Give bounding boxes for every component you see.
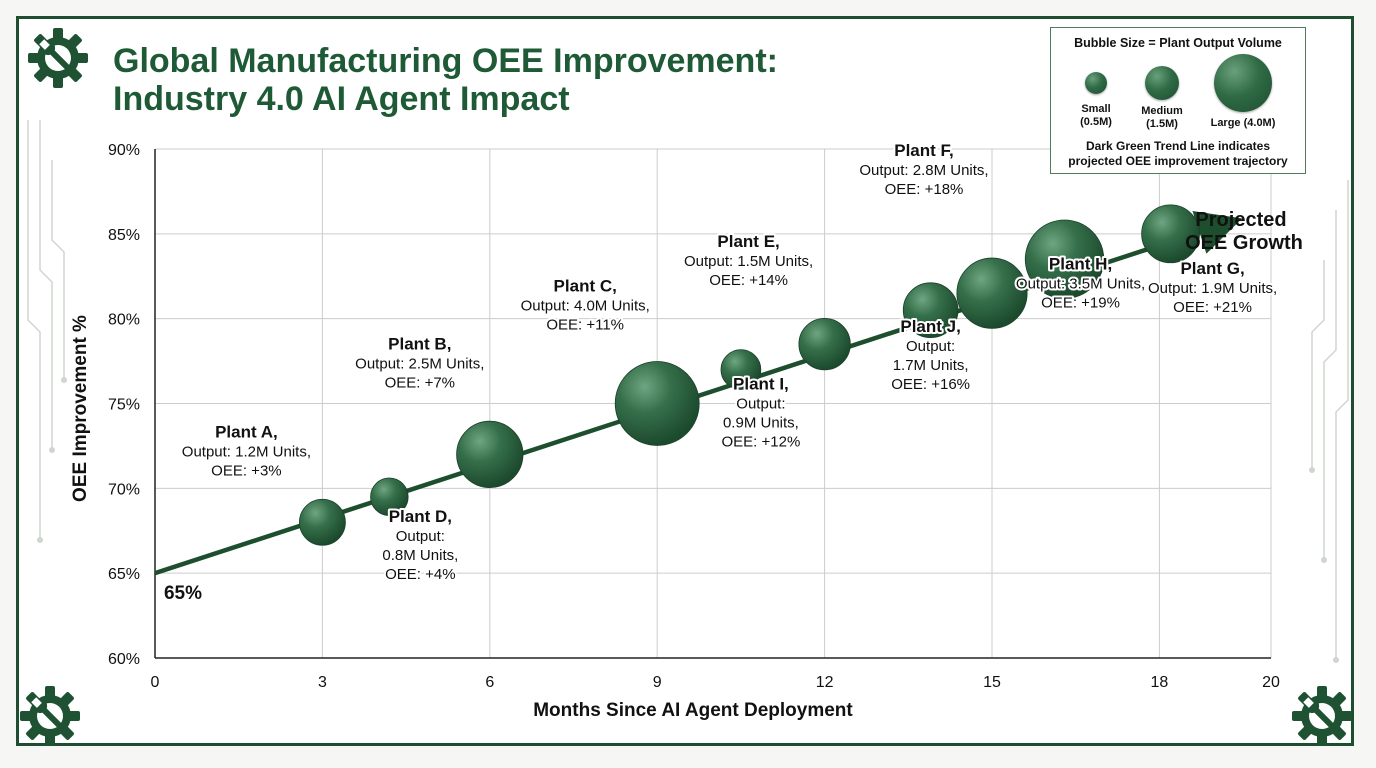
bubble xyxy=(298,498,346,546)
y-tick-label: 80% xyxy=(108,312,140,329)
data-label-detail: OEE: +11% xyxy=(546,317,624,334)
data-label: Plant J, Output: 1.7M Units, OEE: +16% xyxy=(889,315,972,395)
data-label-name: Plant C, xyxy=(554,277,617,296)
legend-small-value: (0.5M) xyxy=(1080,116,1112,128)
data-label-detail: OEE: +12% xyxy=(722,434,801,451)
x-tick-label: 15 xyxy=(983,674,1001,691)
legend-title: Bubble Size = Plant Output Volume xyxy=(1074,36,1282,50)
data-label-name: Plant F, xyxy=(894,141,954,160)
legend-note-line-2: projected OEE improvement trajectory xyxy=(1068,154,1288,168)
y-tick-label: 70% xyxy=(108,481,140,498)
data-label-name: Plant G, xyxy=(1180,259,1244,278)
data-label-detail: OEE: +7% xyxy=(385,374,455,391)
y-axis-title: OEE Improvement % xyxy=(70,315,91,502)
data-label-detail: Output: 1.2M Units, xyxy=(182,443,311,460)
x-tick-label: 6 xyxy=(485,674,494,691)
legend-medium-value: (1.5M) xyxy=(1146,118,1178,130)
data-label: Plant D, Output: 0.8M Units, OEE: +4% xyxy=(380,505,460,585)
y-tick-label: 85% xyxy=(108,227,140,244)
data-label-detail: OEE: +3% xyxy=(211,462,281,479)
x-axis-title: Months Since AI Agent Deployment xyxy=(533,700,853,721)
data-label-detail: 0.9M Units, xyxy=(723,415,799,432)
legend-large-label: Large (4.0M) xyxy=(1210,117,1276,129)
data-label-detail: Output: xyxy=(906,338,955,355)
axes: 0 3 6 9 12 15 18 20 60% 65% 70% 75% 80% 85% 90% Months … xyxy=(70,142,1280,721)
bubble xyxy=(456,420,524,489)
data-label-name: Plant H, xyxy=(1049,254,1112,273)
bubble xyxy=(720,349,762,390)
legend-item-medium: Medium (1.5M) xyxy=(1132,105,1192,131)
data-label-detail: 0.8M Units, xyxy=(382,547,458,564)
title-line-1: Global Manufacturing OEE Improvement: xyxy=(113,42,778,80)
legend-small-label: Small xyxy=(1081,103,1111,115)
legend-ball-small xyxy=(1085,72,1107,94)
legend-medium-label: Medium xyxy=(1141,105,1183,117)
data-label-detail: OEE: +21% xyxy=(1173,299,1252,316)
data-labels: Plant A,Output: 1.2M Units,OEE: +3%Plant… xyxy=(164,139,1303,604)
legend-ball-large xyxy=(1214,54,1272,112)
data-label: Plant H, Output: 3.5M Units, OEE: +19% xyxy=(1014,252,1147,313)
legend-note-line-1: Dark Green Trend Line indicates xyxy=(1085,139,1271,153)
data-label-detail: Output: 1.9M Units, xyxy=(1148,280,1277,297)
data-label: Plant G, Output: 1.9M Units, OEE: +21% xyxy=(1146,257,1279,318)
bubble xyxy=(370,477,409,516)
y-tick-label: 75% xyxy=(108,397,140,414)
data-label-detail: Output: 4.0M Units, xyxy=(521,298,650,315)
data-label: Plant B, Output: 2.5M Units, OEE: +7% xyxy=(353,332,486,393)
chart-title: Global Manufacturing OEE Improvement: In… xyxy=(113,42,778,118)
data-label-name: Plant D, xyxy=(389,507,452,526)
bubble-size-legend: Bubble Size = Plant Output Volume Small … xyxy=(1050,27,1306,174)
y-tick-label: 90% xyxy=(108,142,140,159)
data-label: Plant E, Output: 1.5M Units, OEE: +14% xyxy=(682,230,815,291)
title-line-2: Industry 4.0 AI Agent Impact xyxy=(113,80,570,118)
data-label-detail: Output: 1.5M Units, xyxy=(684,253,813,270)
bubble xyxy=(614,361,700,446)
bubble xyxy=(956,257,1028,329)
x-tick-label: 9 xyxy=(653,674,662,691)
circuit-decoration-left xyxy=(27,120,67,543)
x-tick-label: 3 xyxy=(318,674,327,691)
data-label: Plant F, Output: 2.8M Units, OEE: +18% xyxy=(857,139,990,200)
data-label-name: Plant B, xyxy=(388,334,451,353)
grid xyxy=(154,148,1272,659)
data-label-detail: Output: 2.5M Units, xyxy=(355,355,484,372)
bubble xyxy=(902,282,959,338)
data-label-name: Plant E, xyxy=(717,232,779,251)
legend-item-small: Small (0.5M) xyxy=(1071,103,1121,129)
data-label-detail: 1.7M Units, xyxy=(893,357,969,374)
trend-start-label: 65% xyxy=(164,583,202,604)
circuit-decoration-right xyxy=(1309,180,1349,663)
data-label-detail: Output: xyxy=(736,396,785,413)
x-tick-label: 20 xyxy=(1262,674,1280,691)
data-label-detail: Output: 2.8M Units, xyxy=(859,162,988,179)
data-label-detail: OEE: +16% xyxy=(891,376,970,393)
trend-end-label-line-2: OEE Growth xyxy=(1185,232,1303,254)
data-label: Plant A, Output: 1.2M Units, OEE: +3% xyxy=(180,420,313,481)
y-tick-label: 60% xyxy=(108,651,140,668)
legend-ball-medium xyxy=(1145,66,1179,100)
data-label: Plant I, Output: 0.9M Units, OEE: +12% xyxy=(720,373,803,453)
bubble xyxy=(798,317,851,371)
data-label-detail: OEE: +18% xyxy=(885,181,964,198)
data-label-name: Plant I, xyxy=(733,375,789,394)
y-tick-label: 65% xyxy=(108,566,140,583)
data-label-detail: OEE: +4% xyxy=(385,566,455,583)
x-tick-label: 0 xyxy=(151,674,160,691)
data-label: Plant C, Output: 4.0M Units, OEE: +11% xyxy=(519,275,652,336)
legend-item-large: Large (4.0M) xyxy=(1198,117,1288,130)
bubble xyxy=(1024,219,1105,299)
legend-note: Dark Green Trend Line indicates projecte… xyxy=(1051,139,1305,169)
x-tick-label: 12 xyxy=(816,674,834,691)
data-label-detail: OEE: +19% xyxy=(1041,294,1120,311)
bubbles xyxy=(298,204,1200,546)
data-label-name: Plant A, xyxy=(215,422,278,441)
x-tick-label: 18 xyxy=(1151,674,1169,691)
data-label-detail: Output: 3.5M Units, xyxy=(1016,275,1145,292)
data-label-name: Plant J, xyxy=(900,317,960,336)
data-label-detail: OEE: +14% xyxy=(709,272,788,289)
bubble xyxy=(1141,204,1200,264)
data-label-detail: Output: xyxy=(396,528,445,545)
trend-end-label-line-1: Projected xyxy=(1195,209,1286,231)
